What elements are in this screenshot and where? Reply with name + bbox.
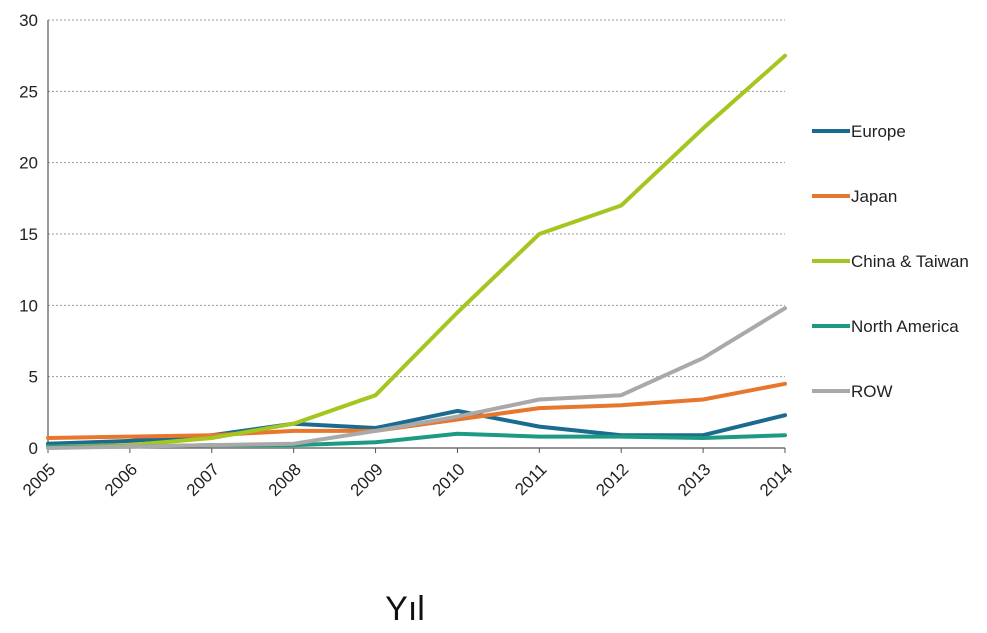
y-tick-label: 25 <box>19 82 38 101</box>
series-line-europe <box>46 408 787 446</box>
y-tick-labels: 0 5 10 15 20 25 30 <box>19 11 38 458</box>
y-tick-label: 5 <box>29 368 38 387</box>
x-tick-labels: 2005 2006 2007 2008 2009 2010 2011 2012 2013 2014 <box>19 460 796 500</box>
legend-label-europe: Europe <box>851 122 906 141</box>
y-tick-label: 20 <box>19 154 38 173</box>
x-tick-label: 2005 <box>19 460 59 500</box>
legend-label-japan: Japan <box>851 187 897 206</box>
x-tick-label: 2014 <box>756 460 796 500</box>
x-tick-label: 2010 <box>429 460 469 500</box>
legend: Europe Japan China & Taiwan North America RO… <box>812 122 969 401</box>
series-line-china-taiwan <box>46 53 787 449</box>
x-tick-label: 2012 <box>592 460 632 500</box>
gridlines <box>48 19 785 378</box>
y-tick-label: 0 <box>29 439 38 458</box>
x-tick-label: 2009 <box>347 460 387 500</box>
series-line-row <box>46 306 787 450</box>
series-lines <box>46 53 787 450</box>
legend-label-row: ROW <box>851 382 893 401</box>
x-axis-title: Yıl <box>385 590 425 628</box>
legend-label-north-america: North America <box>851 317 959 336</box>
x-tick-label: 2006 <box>101 460 141 500</box>
axes <box>47 20 786 453</box>
x-tick-label: 2008 <box>265 460 305 500</box>
series-line-japan <box>46 381 787 440</box>
legend-label-china-taiwan: China & Taiwan <box>851 252 969 271</box>
y-tick-label: 30 <box>19 11 38 30</box>
x-tick-label: 2007 <box>183 460 223 500</box>
x-tick-label: 2011 <box>511 460 550 499</box>
y-tick-label: 15 <box>19 225 38 244</box>
y-tick-label: 10 <box>19 296 38 315</box>
x-tick-label: 2013 <box>674 460 714 500</box>
